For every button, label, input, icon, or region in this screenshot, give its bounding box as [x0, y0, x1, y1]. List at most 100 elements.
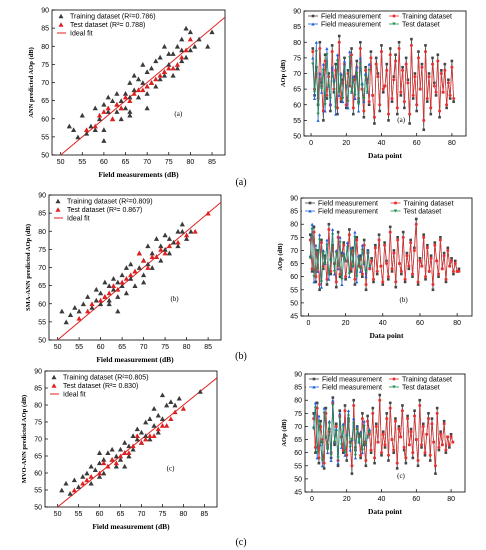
- c_line-legend-marker: [392, 377, 396, 381]
- c_line-point: [437, 445, 441, 449]
- b_line-point: [375, 272, 379, 276]
- c_line-point: [413, 414, 417, 418]
- a_scatter-y-tick-label: 55: [41, 134, 49, 141]
- b_scatter-point: [136, 250, 142, 256]
- b_scatter-point: [59, 308, 65, 314]
- b_line-point: [351, 246, 355, 250]
- b_line-point: [359, 254, 362, 257]
- b_line-y-tick-label: 70: [290, 248, 298, 255]
- a_line-point: [323, 59, 327, 63]
- c_scatter-x-tick-label: 60: [96, 511, 104, 518]
- b_line-point: [360, 243, 364, 247]
- a_line-point: [387, 119, 390, 122]
- c_line-point: [360, 451, 364, 455]
- c_scatter-point: [96, 470, 103, 476]
- a_scatter-point: [170, 51, 176, 56]
- a_scatter-marks: [59, 16, 225, 155]
- a_line-panel-label: (a): [397, 116, 405, 124]
- b_scatter-point: [141, 272, 147, 278]
- b_line-point: [320, 238, 323, 242]
- b_line-point: [355, 275, 359, 279]
- b_line-point: [373, 246, 377, 250]
- c_line-point: [420, 443, 424, 447]
- a_line-point: [351, 78, 355, 82]
- c_line-point: [409, 427, 413, 431]
- b_scatter-y-axis-label: SMA-ANN predicted AOp (dB): [25, 224, 32, 311]
- a_line-legend-label: Test dataset: [402, 21, 440, 28]
- a_line-legend-marker: [311, 14, 315, 18]
- a_scatter-point: [157, 76, 163, 82]
- b_line-point: [394, 285, 398, 289]
- a_line-point: [440, 69, 443, 72]
- a_line-point: [410, 37, 413, 41]
- a_line-point: [322, 119, 325, 122]
- b_line-point: [437, 272, 441, 276]
- c_line-point: [332, 440, 337, 444]
- b_line-point: [361, 275, 364, 278]
- a_scatter-point: [183, 47, 189, 53]
- a_line-point: [383, 84, 387, 88]
- c_line-legend-marker: [392, 385, 396, 389]
- c_line-legend-marker: [312, 377, 316, 381]
- c_line-point: [362, 440, 366, 444]
- c_line-point: [324, 435, 328, 439]
- b_line-point: [392, 249, 396, 252]
- c_scatter-point: [109, 457, 115, 462]
- c_line-legend-marker: [312, 385, 316, 389]
- c_scatter-legend-label: Test dataset (R²= 0.830): [63, 383, 138, 390]
- b_scatter-point: [80, 301, 86, 307]
- c_scatter-point: [134, 426, 140, 432]
- a_line-point: [401, 68, 405, 72]
- b_line-point: [411, 272, 415, 276]
- a_line-point: [325, 97, 329, 100]
- b_line-point: [329, 259, 333, 263]
- a_line-point: [337, 34, 341, 38]
- b_scatter-ideal-fit-line: [56, 201, 221, 340]
- a_line-point: [448, 97, 452, 100]
- b_line-point: [396, 236, 399, 239]
- c_line-point: [350, 438, 354, 441]
- c_scatter-marks: [56, 377, 217, 507]
- a_line-point: [425, 100, 429, 103]
- c_line-point: [371, 411, 375, 415]
- c_scatter-point: [126, 453, 132, 459]
- c_line-point: [451, 440, 455, 444]
- c_line-point: [374, 424, 378, 428]
- b_scatter-y-tick-label: 90: [38, 193, 46, 200]
- b_scatter-point: [192, 228, 198, 234]
- c_line-point: [383, 443, 387, 447]
- c_line-point: [362, 419, 366, 423]
- b_line-point: [438, 238, 442, 242]
- a_line-point: [323, 103, 327, 107]
- b_line-point: [321, 249, 325, 252]
- caption-a: (a): [235, 177, 246, 188]
- c_line-y-tick-label: 60: [294, 450, 302, 457]
- c_line-chart: 0 20 40 60 80 45 50 55 60 65 70 75 80 85 90 Data point A…: [281, 372, 466, 516]
- a_line-y-tick-label: 90: [293, 9, 301, 16]
- a_line-legend-marker: [392, 14, 396, 18]
- c_line-point: [334, 424, 338, 428]
- b_line-point: [444, 277, 448, 281]
- a_scatter-point: [183, 25, 189, 31]
- a_line-point: [404, 56, 408, 60]
- a_line-y-axis-label: AOp (dB): [280, 60, 287, 87]
- c_line-point: [411, 456, 415, 460]
- b_line-panel-label: (b): [400, 296, 409, 304]
- a_scatter-point: [92, 127, 98, 132]
- b_line-point: [403, 280, 407, 284]
- a_line-point: [424, 50, 427, 54]
- c_line-point: [341, 451, 345, 454]
- b_line-point: [396, 238, 400, 242]
- c_line-legend-label: Training dataset: [402, 376, 452, 383]
- b_scatter-chart: 50 55 60 65 70 75 80 85 50 55 60 65 70 75 80 85 90 Field …: [25, 193, 222, 364]
- b_line-point: [319, 280, 324, 284]
- c_scatter-point: [164, 402, 170, 408]
- a_line-point: [337, 90, 341, 94]
- a_line-point: [367, 103, 371, 107]
- b_scatter-point: [128, 272, 134, 278]
- b_line-point: [422, 235, 426, 239]
- c_line-point: [357, 440, 361, 444]
- b_scatter-point: [166, 236, 172, 241]
- c_line-point: [360, 448, 364, 452]
- c_scatter-point: [88, 474, 94, 479]
